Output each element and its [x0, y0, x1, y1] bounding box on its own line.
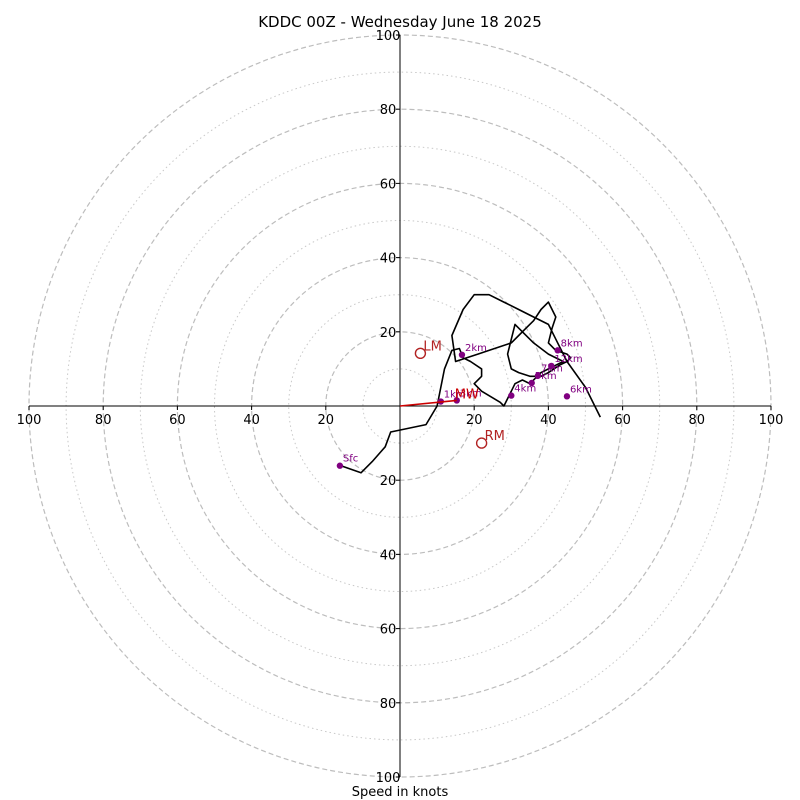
height-label-3km: 3km: [460, 388, 482, 399]
tick-label-west-20: 20: [318, 413, 335, 428]
tick-label-east-80: 80: [689, 413, 706, 428]
left-mover-label: LM: [423, 339, 441, 354]
x-axis-label: Speed in knots: [352, 785, 449, 800]
height-marker-7km: [534, 372, 542, 379]
tick-label-south-40: 40: [380, 548, 397, 563]
height-marker-4km: [508, 392, 515, 399]
chart-title: KDDC 00Z - Wednesday June 18 2025: [258, 13, 542, 31]
height-label-12km: 12km: [554, 354, 582, 365]
right-mover-label: RM: [485, 429, 505, 444]
tick-label-west-60: 60: [169, 413, 186, 428]
tick-label-north-80: 80: [380, 103, 397, 118]
tick-label-west-40: 40: [243, 413, 260, 428]
tick-label-north-100: 100: [376, 29, 401, 44]
tick-label-east-100: 100: [759, 413, 784, 428]
tick-label-north-40: 40: [380, 252, 397, 267]
tick-label-south-20: 20: [380, 474, 397, 489]
storm-motion: MW LM RM: [399, 339, 505, 449]
tick-label-south-60: 60: [380, 623, 397, 638]
height-label-7km: 7km: [541, 364, 563, 375]
height-label-4km: 4km: [514, 384, 536, 395]
height-label-6km: 6km: [570, 384, 592, 395]
tick-label-east-60: 60: [614, 413, 631, 428]
height-label-2km: 2km: [465, 343, 487, 354]
tick-label-west-80: 80: [95, 413, 112, 428]
height-label-1km: 1km: [444, 390, 466, 401]
height-marker-sfc: [336, 462, 344, 469]
tick-label-south-100: 100: [376, 771, 401, 786]
tick-label-east-20: 20: [466, 413, 483, 428]
right-mover-marker: [475, 437, 488, 449]
mean-wind-label: MW: [455, 387, 479, 402]
mean-wind-vector: [399, 399, 457, 407]
tick-label-south-80: 80: [380, 697, 397, 712]
hodograph-trace: [339, 293, 602, 474]
tick-label-north-60: 60: [380, 177, 397, 192]
tick-label-north-20: 20: [380, 326, 397, 341]
height-marker-5km: [528, 379, 535, 387]
height-marker-8km: [554, 347, 561, 354]
height-marker-6km: [563, 393, 571, 400]
tick-label-west-100: 100: [17, 413, 42, 428]
height-label-5km: 5km: [535, 371, 557, 382]
height-label-sfc: Sfc: [343, 454, 358, 465]
height-marker-12km: [548, 362, 555, 370]
left-mover-marker: [414, 347, 427, 360]
tick-label-east-40: 40: [540, 413, 557, 428]
height-label-8km: 8km: [561, 338, 583, 349]
hodograph-line: [339, 293, 602, 474]
height-marker-2km: [458, 351, 466, 359]
tick-labels: 20 20 20 20 40 40 40 40 60 60 60 60 80 80 80 80 100 100 10…: [17, 29, 784, 786]
